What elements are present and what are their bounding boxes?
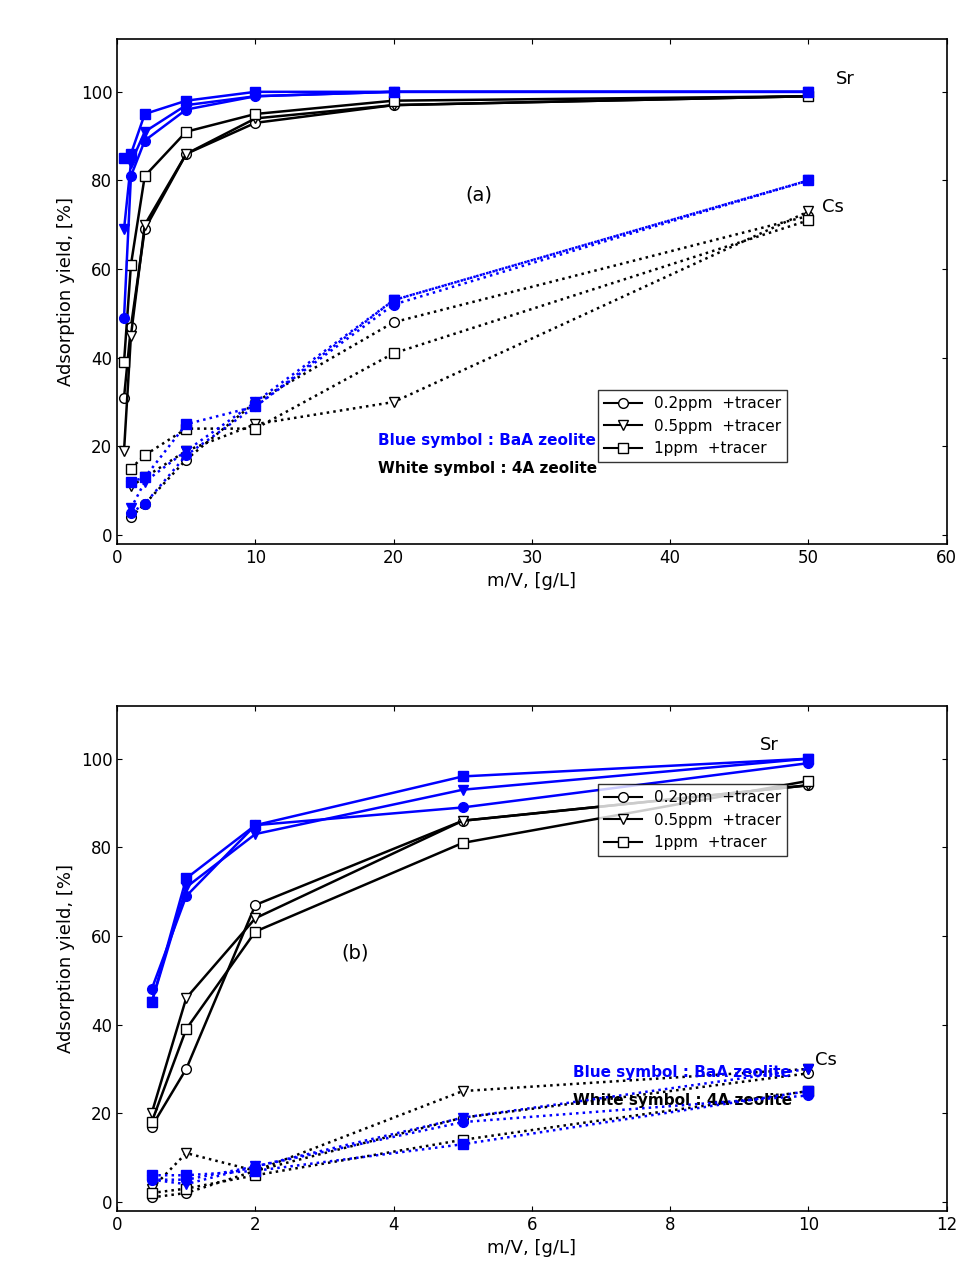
X-axis label: m/V, [g/L]: m/V, [g/L] bbox=[487, 1239, 577, 1257]
X-axis label: m/V, [g/L]: m/V, [g/L] bbox=[487, 572, 577, 590]
Text: Cs: Cs bbox=[822, 198, 844, 216]
Legend: 0.2ppm  +tracer, 0.5ppm  +tracer, 1ppm  +tracer: 0.2ppm +tracer, 0.5ppm +tracer, 1ppm +tr… bbox=[597, 784, 788, 857]
Text: White symbol : 4A zeolite: White symbol : 4A zeolite bbox=[574, 1092, 793, 1108]
Y-axis label: Adsorption yield, [%]: Adsorption yield, [%] bbox=[57, 864, 75, 1052]
Legend: 0.2ppm  +tracer, 0.5ppm  +tracer, 1ppm  +tracer: 0.2ppm +tracer, 0.5ppm +tracer, 1ppm +tr… bbox=[597, 390, 788, 462]
Text: (a): (a) bbox=[466, 185, 493, 205]
Text: Sr: Sr bbox=[836, 70, 855, 88]
Text: Sr: Sr bbox=[760, 737, 779, 755]
Text: Blue symbol : BaA zeolite: Blue symbol : BaA zeolite bbox=[379, 433, 596, 448]
Text: White symbol : 4A zeolite: White symbol : 4A zeolite bbox=[379, 461, 597, 477]
Text: Blue symbol : BaA zeolite: Blue symbol : BaA zeolite bbox=[574, 1065, 792, 1079]
Text: Cs: Cs bbox=[815, 1051, 837, 1069]
Y-axis label: Adsorption yield, [%]: Adsorption yield, [%] bbox=[57, 197, 75, 385]
Text: (b): (b) bbox=[342, 943, 369, 962]
